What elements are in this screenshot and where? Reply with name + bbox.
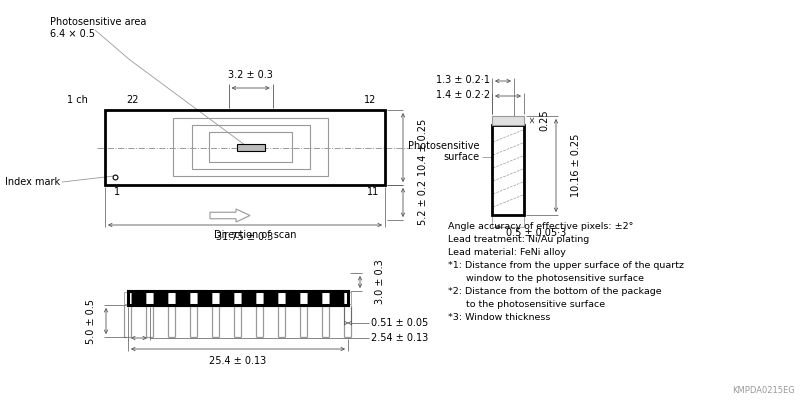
Text: Photosensitive area
6.4 × 0.5: Photosensitive area 6.4 × 0.5 [50, 17, 146, 39]
Text: 0.5 ± 0.05·3: 0.5 ± 0.05·3 [505, 228, 565, 238]
Text: 1.4 ± 0.2·2: 1.4 ± 0.2·2 [435, 90, 489, 100]
Bar [190, 292, 198, 304]
Text: Photosensitive
surface: Photosensitive surface [408, 141, 479, 162]
Text: 2.54 ± 0.13: 2.54 ± 0.13 [371, 333, 428, 343]
Bar [256, 291, 263, 305]
Bar [300, 292, 307, 304]
Bar [173, 118, 328, 176]
Text: 1 ch: 1 ch [67, 95, 88, 105]
Text: Index mark: Index mark [5, 177, 60, 187]
Bar [491, 116, 524, 125]
Bar [124, 291, 132, 305]
Bar [278, 291, 285, 305]
Text: 12: 12 [364, 95, 376, 105]
Bar [146, 291, 153, 305]
Text: Angle accuracy of effective pixels: ±2°: Angle accuracy of effective pixels: ±2° [447, 222, 633, 231]
Bar [236, 144, 264, 151]
Bar [209, 132, 291, 162]
Text: 10.16 ± 0.25: 10.16 ± 0.25 [570, 134, 581, 197]
Bar [234, 292, 241, 304]
Bar [256, 292, 263, 304]
Bar [344, 291, 351, 305]
Bar [124, 292, 132, 304]
Text: 10.4 ± 0.25: 10.4 ± 0.25 [418, 119, 427, 176]
Bar [212, 291, 219, 305]
Bar [146, 292, 153, 304]
Text: 22: 22 [127, 95, 139, 105]
Bar [191, 126, 309, 170]
Text: 0.51 ± 0.05: 0.51 ± 0.05 [371, 318, 428, 328]
Text: *1: Distance from the upper surface of the quartz: *1: Distance from the upper surface of t… [447, 261, 683, 270]
Bar [169, 292, 175, 304]
Text: *2: Distance from the bottom of the package: *2: Distance from the bottom of the pack… [447, 287, 661, 296]
Bar [278, 292, 285, 304]
Polygon shape [210, 209, 250, 222]
Text: to the photosensitive surface: to the photosensitive surface [447, 300, 605, 309]
Text: 3.2 ± 0.3: 3.2 ± 0.3 [228, 70, 273, 80]
Bar [322, 292, 329, 304]
Bar [300, 291, 307, 305]
Text: 3.0 ± 0.3: 3.0 ± 0.3 [374, 260, 385, 304]
Text: 5.2 ± 0.2: 5.2 ± 0.2 [418, 180, 427, 225]
Bar [322, 291, 329, 305]
Text: 5.0 ± 0.5: 5.0 ± 0.5 [86, 298, 96, 344]
Bar [212, 292, 219, 304]
Text: 0.25: 0.25 [538, 110, 548, 131]
Bar [344, 292, 351, 304]
Text: 11: 11 [366, 187, 379, 197]
Text: window to the photosensitive surface: window to the photosensitive surface [447, 274, 643, 283]
Bar [169, 291, 175, 305]
Bar [234, 291, 241, 305]
Text: Lead material: FeNi alloy: Lead material: FeNi alloy [447, 248, 565, 257]
Text: *3: Window thickness: *3: Window thickness [447, 313, 550, 322]
Bar [128, 291, 348, 305]
Bar [105, 110, 385, 185]
Text: 31.75 ± 0.3: 31.75 ± 0.3 [216, 232, 273, 242]
Bar [128, 291, 348, 305]
Text: 1: 1 [114, 187, 120, 197]
Text: KMPDA0215EG: KMPDA0215EG [732, 386, 794, 395]
Bar [491, 125, 524, 215]
Bar [190, 291, 198, 305]
Text: Lead treatment: Ni/Au plating: Lead treatment: Ni/Au plating [447, 235, 589, 244]
Text: 25.4 ± 0.13: 25.4 ± 0.13 [209, 356, 267, 366]
Text: Direction of scan: Direction of scan [214, 230, 296, 240]
Text: 1.3 ± 0.2·1: 1.3 ± 0.2·1 [435, 75, 489, 85]
